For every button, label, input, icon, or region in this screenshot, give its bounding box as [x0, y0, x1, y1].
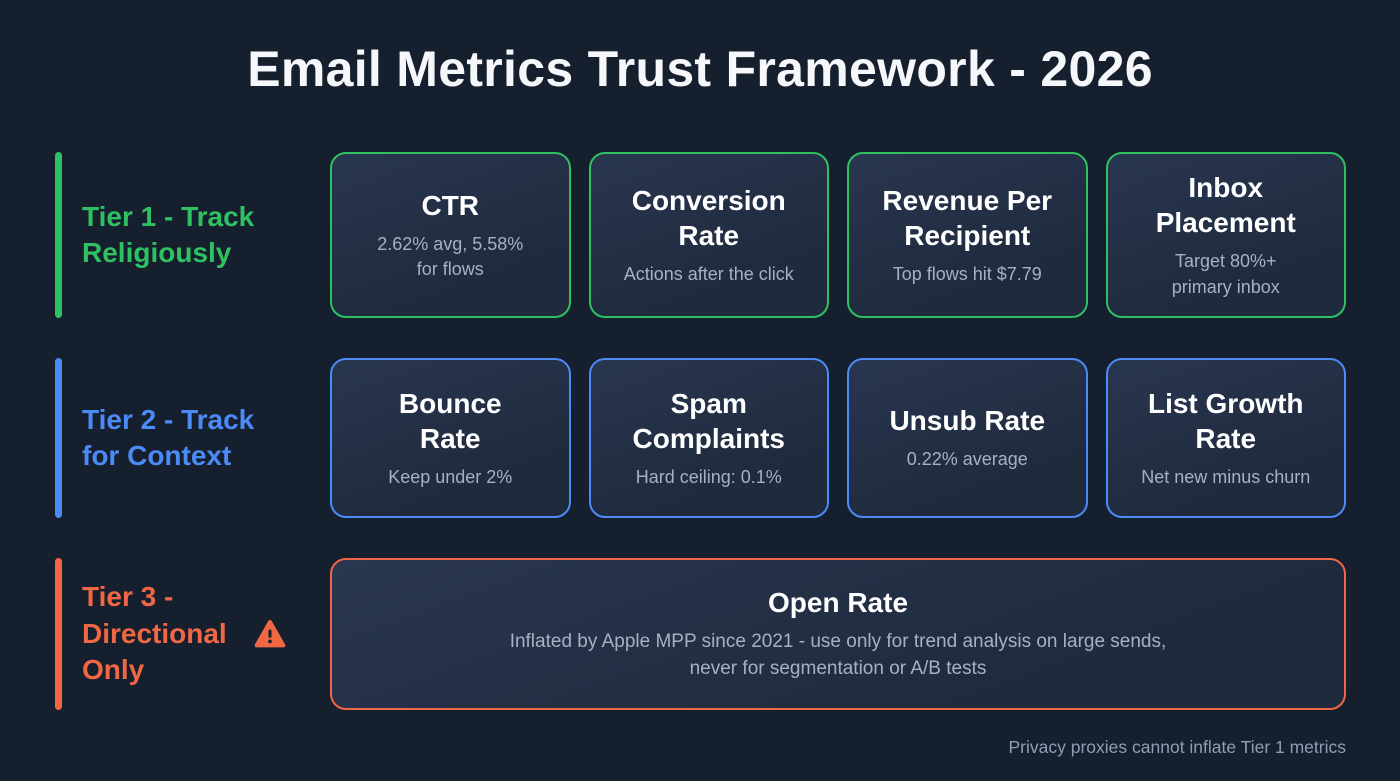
card-subtitle: 0.22% average [906, 449, 1028, 470]
card-title: Inbox Placement [1155, 172, 1296, 239]
card-title: Spam Complaints [632, 387, 785, 454]
tier-1-label-column: Tier 1 - Track Religiously [55, 152, 330, 318]
card-bounce-rate: Bounce Rate Keep under 2% [330, 358, 571, 518]
warning-triangle-icon [254, 618, 286, 650]
tier-3-row: Tier 3 - Directional Only Open Rate Infl… [55, 558, 1346, 710]
tier-2-label-column: Tier 2 - Track for Context [55, 358, 330, 518]
tier-1-cards: CTR 2.62% avg, 5.58% for flows Conversio… [330, 152, 1346, 318]
tier-2-label: Tier 2 - Track for Context [82, 403, 255, 471]
card-title: Unsub Rate [889, 405, 1046, 437]
tier-1-accent-bar [55, 152, 62, 318]
card-subtitle: Hard ceiling: 0.1% [635, 466, 782, 487]
card-title: Revenue Per Recipient [882, 184, 1053, 251]
tier-3-cards: Open Rate Inflated by Apple MPP since 20… [330, 558, 1346, 710]
card-conversion-rate: Conversion Rate Actions after the click [588, 152, 829, 318]
tier-2-row: Tier 2 - Track for Context Bounce Rate K… [55, 358, 1346, 518]
card-subtitle: Net new minus churn [1141, 466, 1311, 487]
card-subtitle: Target 80%+ primary inbox [1171, 251, 1280, 297]
tier-3-accent-bar [55, 558, 62, 710]
card-spam-complaints: Spam Complaints Hard ceiling: 0.1% [588, 358, 829, 518]
card-ctr: CTR 2.62% avg, 5.58% for flows [330, 152, 571, 318]
card-revenue-per-recipient: Revenue Per Recipient Top flows hit $7.7… [847, 152, 1088, 318]
page-title: Email Metrics Trust Framework - 2026 [247, 41, 1153, 97]
card-title: CTR [421, 189, 480, 221]
card-title: Bounce Rate [398, 387, 502, 454]
tier-3-label: Tier 3 - Directional Only [82, 579, 286, 688]
tier-3-label-column: Tier 3 - Directional Only [55, 558, 330, 710]
card-list-growth-rate: List Growth Rate Net new minus churn [1105, 358, 1346, 518]
card-title: Open Rate [767, 587, 909, 619]
card-title: Conversion Rate [631, 184, 786, 251]
card-title: List Growth Rate [1147, 387, 1304, 454]
card-subtitle: Keep under 2% [388, 466, 513, 487]
card-subtitle: 2.62% avg, 5.58% for flows [377, 233, 524, 279]
card-open-rate: Open Rate Inflated by Apple MPP since 20… [330, 558, 1346, 710]
card-subtitle: Actions after the click [623, 263, 794, 284]
tier-rows: Tier 1 - Track Religiously CTR 2.62% avg… [55, 152, 1346, 710]
card-subtitle: Top flows hit $7.79 [892, 263, 1042, 284]
card-subtitle: Inflated by Apple MPP since 2021 - use o… [509, 631, 1167, 679]
tier-2-accent-bar [55, 358, 62, 518]
card-inbox-placement: Inbox Placement Target 80%+ primary inbo… [1105, 152, 1346, 318]
tier-2-cards: Bounce Rate Keep under 2% Spam Complaint… [330, 358, 1346, 518]
tier-1-label: Tier 1 - Track Religiously [82, 200, 255, 268]
footnote: Privacy proxies cannot inflate Tier 1 me… [1008, 737, 1347, 757]
tier-1-row: Tier 1 - Track Religiously CTR 2.62% avg… [55, 152, 1346, 318]
card-unsub-rate: Unsub Rate 0.22% average [847, 358, 1088, 518]
